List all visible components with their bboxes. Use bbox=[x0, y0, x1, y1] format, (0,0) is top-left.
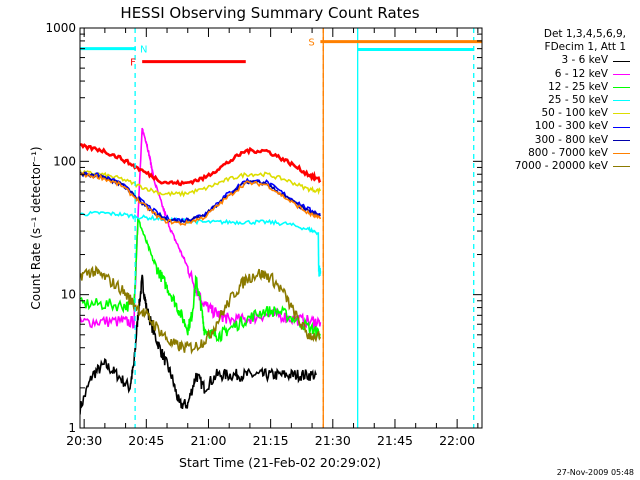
footer-timestamp: 27-Nov-2009 05:48 bbox=[556, 468, 634, 477]
series-line-6 bbox=[80, 171, 321, 224]
x-tick-label: 20:30 bbox=[66, 433, 102, 448]
legend-item: 300 - 800 keV bbox=[478, 134, 636, 147]
flag-label-3: S bbox=[308, 38, 314, 49]
legend-swatch bbox=[613, 60, 630, 62]
legend-label: 7000 - 20000 keV bbox=[514, 160, 608, 173]
series-line-3 bbox=[80, 210, 322, 277]
y-tick-label: 10 bbox=[61, 288, 76, 302]
legend-item: 100 - 300 keV bbox=[478, 120, 636, 133]
series-line-7 bbox=[80, 171, 322, 226]
legend-swatch bbox=[613, 100, 630, 102]
flag-label-1: N bbox=[140, 45, 147, 56]
x-tick-label: 21:15 bbox=[253, 433, 289, 448]
legend-label: 800 - 7000 keV bbox=[528, 146, 608, 159]
series-line-2 bbox=[80, 217, 321, 343]
legend-item: 25 - 50 keV bbox=[478, 94, 636, 107]
legend-label: 3 - 6 keV bbox=[561, 54, 608, 67]
y-tick-label: 1 bbox=[68, 421, 76, 435]
legend-swatch bbox=[613, 166, 630, 168]
legend-label: 50 - 100 keV bbox=[541, 107, 608, 120]
legend-label: 12 - 25 keV bbox=[548, 80, 608, 93]
legend: Det 1,3,4,5,6,9, FDecim 1, Att 1 3 - 6 k… bbox=[478, 28, 636, 173]
legend-item: 800 - 7000 keV bbox=[478, 147, 636, 160]
x-tick-label: 20:45 bbox=[128, 433, 164, 448]
legend-item: 12 - 25 keV bbox=[478, 81, 636, 94]
x-tick-label: 21:00 bbox=[190, 433, 226, 448]
series-line-9 bbox=[80, 143, 322, 187]
legend-swatch bbox=[613, 152, 630, 154]
legend-swatch bbox=[613, 139, 630, 141]
x-tick-label: 21:30 bbox=[315, 433, 351, 448]
legend-label: 25 - 50 keV bbox=[548, 94, 608, 107]
legend-label: 6 - 12 keV bbox=[554, 67, 608, 80]
chart-title: HESSI Observing Summary Count Rates bbox=[120, 4, 419, 22]
legend-swatch bbox=[613, 126, 630, 128]
legend-item: 3 - 6 keV bbox=[478, 54, 636, 67]
legend-header-line-2: FDecim 1, Att 1 bbox=[544, 41, 626, 54]
plot-frame bbox=[79, 27, 483, 429]
series-line-4 bbox=[80, 169, 322, 198]
y-axis-label: Count Rate (s⁻¹ detector⁻¹) bbox=[29, 146, 43, 309]
legend-item: 7000 - 20000 keV bbox=[478, 160, 636, 173]
legend-swatch bbox=[613, 73, 630, 75]
flag-label-2: F bbox=[130, 58, 136, 69]
legend-swatch bbox=[613, 113, 630, 115]
legend-label: 100 - 300 keV bbox=[534, 120, 608, 133]
x-axis-label: Start Time (21-Feb-02 20:29:02) bbox=[179, 455, 381, 470]
y-tick-label: 1000 bbox=[45, 21, 76, 35]
series-line-0 bbox=[80, 274, 317, 415]
y-tick-label: 100 bbox=[53, 154, 76, 168]
legend-item: 6 - 12 keV bbox=[478, 68, 636, 81]
x-tick-label: 21:45 bbox=[377, 433, 413, 448]
legend-item: 50 - 100 keV bbox=[478, 107, 636, 120]
legend-header-line-1: Det 1,3,4,5,6,9, bbox=[543, 28, 626, 40]
series-line-8 bbox=[80, 264, 322, 355]
legend-swatch bbox=[613, 86, 630, 88]
legend-label: 300 - 800 keV bbox=[534, 133, 608, 146]
x-tick-label: 22:00 bbox=[439, 433, 475, 448]
